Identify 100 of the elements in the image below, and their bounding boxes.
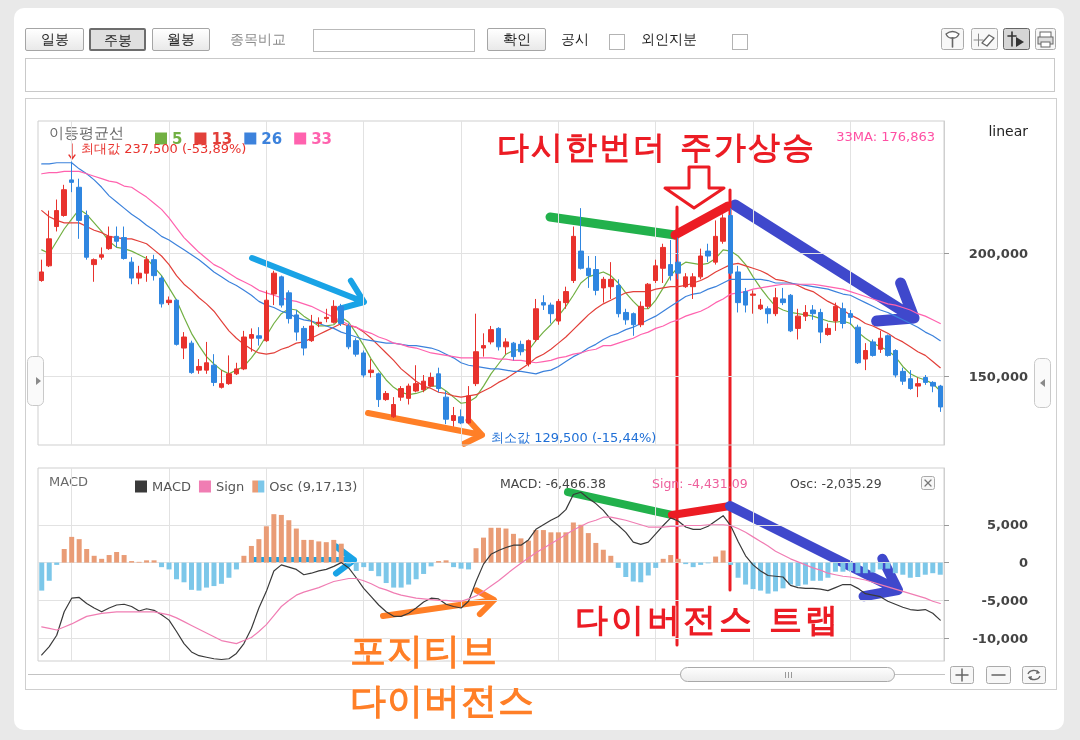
candlestick bbox=[713, 219, 718, 266]
candlestick bbox=[129, 256, 134, 285]
candlestick bbox=[46, 210, 52, 268]
bar bbox=[773, 562, 779, 592]
candlestick bbox=[631, 311, 636, 337]
bar bbox=[668, 555, 674, 563]
bar bbox=[503, 528, 509, 563]
candlestick bbox=[840, 302, 846, 329]
bar bbox=[525, 540, 531, 563]
bar bbox=[900, 562, 906, 575]
candlestick bbox=[234, 362, 239, 376]
candlestick bbox=[750, 289, 756, 315]
bar bbox=[540, 530, 546, 563]
candlestick bbox=[353, 337, 359, 358]
y-tick-label: -5,000 bbox=[981, 592, 1028, 608]
candlestick bbox=[923, 374, 928, 386]
bar bbox=[256, 539, 262, 563]
candlestick bbox=[473, 313, 479, 387]
candlestick bbox=[541, 294, 546, 311]
candlestick bbox=[189, 340, 194, 375]
candlestick bbox=[773, 287, 778, 317]
y-tick-label: 5,000 bbox=[986, 517, 1028, 533]
annotation: 33MA: 176,863 bbox=[836, 129, 935, 145]
bar bbox=[795, 562, 801, 587]
bar bbox=[698, 562, 704, 565]
bar bbox=[248, 545, 254, 563]
bar bbox=[518, 538, 524, 563]
candlestick bbox=[219, 369, 224, 390]
candlestick bbox=[915, 377, 921, 398]
candlestick bbox=[136, 265, 142, 285]
bar bbox=[196, 562, 202, 591]
candlestick bbox=[660, 243, 666, 284]
candlestick bbox=[301, 325, 307, 356]
candlestick bbox=[698, 248, 703, 280]
candlestick bbox=[406, 383, 411, 405]
bar bbox=[114, 552, 120, 563]
candlestick bbox=[376, 372, 381, 408]
candlestick bbox=[451, 406, 456, 428]
bar bbox=[61, 548, 67, 563]
candlestick bbox=[271, 270, 277, 306]
candlestick bbox=[623, 308, 629, 326]
bar bbox=[91, 555, 97, 563]
legend-label: MACD bbox=[152, 479, 191, 494]
y-tick-label: -10,000 bbox=[972, 630, 1028, 646]
candlestick bbox=[196, 358, 202, 375]
candlestick bbox=[533, 298, 539, 343]
bar bbox=[810, 562, 816, 581]
candlestick bbox=[166, 296, 172, 306]
button: 주봉 bbox=[89, 28, 146, 51]
bar bbox=[286, 520, 292, 563]
candlestick bbox=[616, 278, 621, 318]
candlestick bbox=[578, 207, 584, 270]
bar bbox=[840, 562, 846, 572]
bar bbox=[720, 550, 726, 563]
bar bbox=[316, 541, 322, 563]
candlestick bbox=[488, 325, 494, 345]
candlestick bbox=[683, 272, 688, 289]
candlestick bbox=[309, 314, 314, 343]
candlestick bbox=[496, 326, 501, 351]
legend-title: 이동평균선 bbox=[49, 123, 124, 142]
bar bbox=[937, 562, 943, 575]
candlestick bbox=[893, 348, 898, 378]
bar bbox=[758, 562, 764, 591]
bar bbox=[76, 539, 82, 563]
candlestick bbox=[458, 408, 464, 425]
bar bbox=[533, 530, 539, 563]
bar bbox=[638, 562, 644, 583]
candlestick bbox=[690, 272, 696, 300]
bar bbox=[653, 562, 659, 568]
candlestick bbox=[294, 309, 299, 342]
bar bbox=[593, 542, 599, 563]
y-tick-label: 150,000 bbox=[968, 368, 1028, 384]
candlestick bbox=[346, 323, 351, 350]
candlestick bbox=[256, 326, 262, 347]
bar bbox=[645, 562, 651, 576]
candlestick bbox=[601, 276, 606, 304]
bar bbox=[151, 560, 157, 563]
bar bbox=[211, 562, 217, 587]
bar bbox=[331, 539, 337, 563]
bar bbox=[181, 562, 187, 583]
candlestick bbox=[780, 287, 786, 306]
bar bbox=[728, 562, 734, 565]
bar bbox=[376, 562, 382, 577]
candlestick bbox=[825, 323, 831, 337]
candlestick bbox=[765, 305, 771, 324]
candlestick bbox=[121, 226, 127, 261]
candlestick bbox=[443, 390, 449, 425]
candlestick bbox=[720, 213, 726, 245]
bar bbox=[660, 558, 666, 563]
candlestick bbox=[675, 237, 681, 280]
bar bbox=[563, 532, 569, 563]
bar bbox=[765, 562, 771, 594]
annotation: MACD: -6,466.38 bbox=[500, 475, 606, 491]
text: 종목비교 bbox=[230, 30, 286, 49]
candlestick bbox=[361, 350, 366, 378]
bar bbox=[600, 549, 606, 563]
candlestick bbox=[855, 324, 861, 365]
candlestick bbox=[391, 396, 396, 419]
candlestick bbox=[204, 341, 209, 375]
bar bbox=[308, 539, 314, 563]
